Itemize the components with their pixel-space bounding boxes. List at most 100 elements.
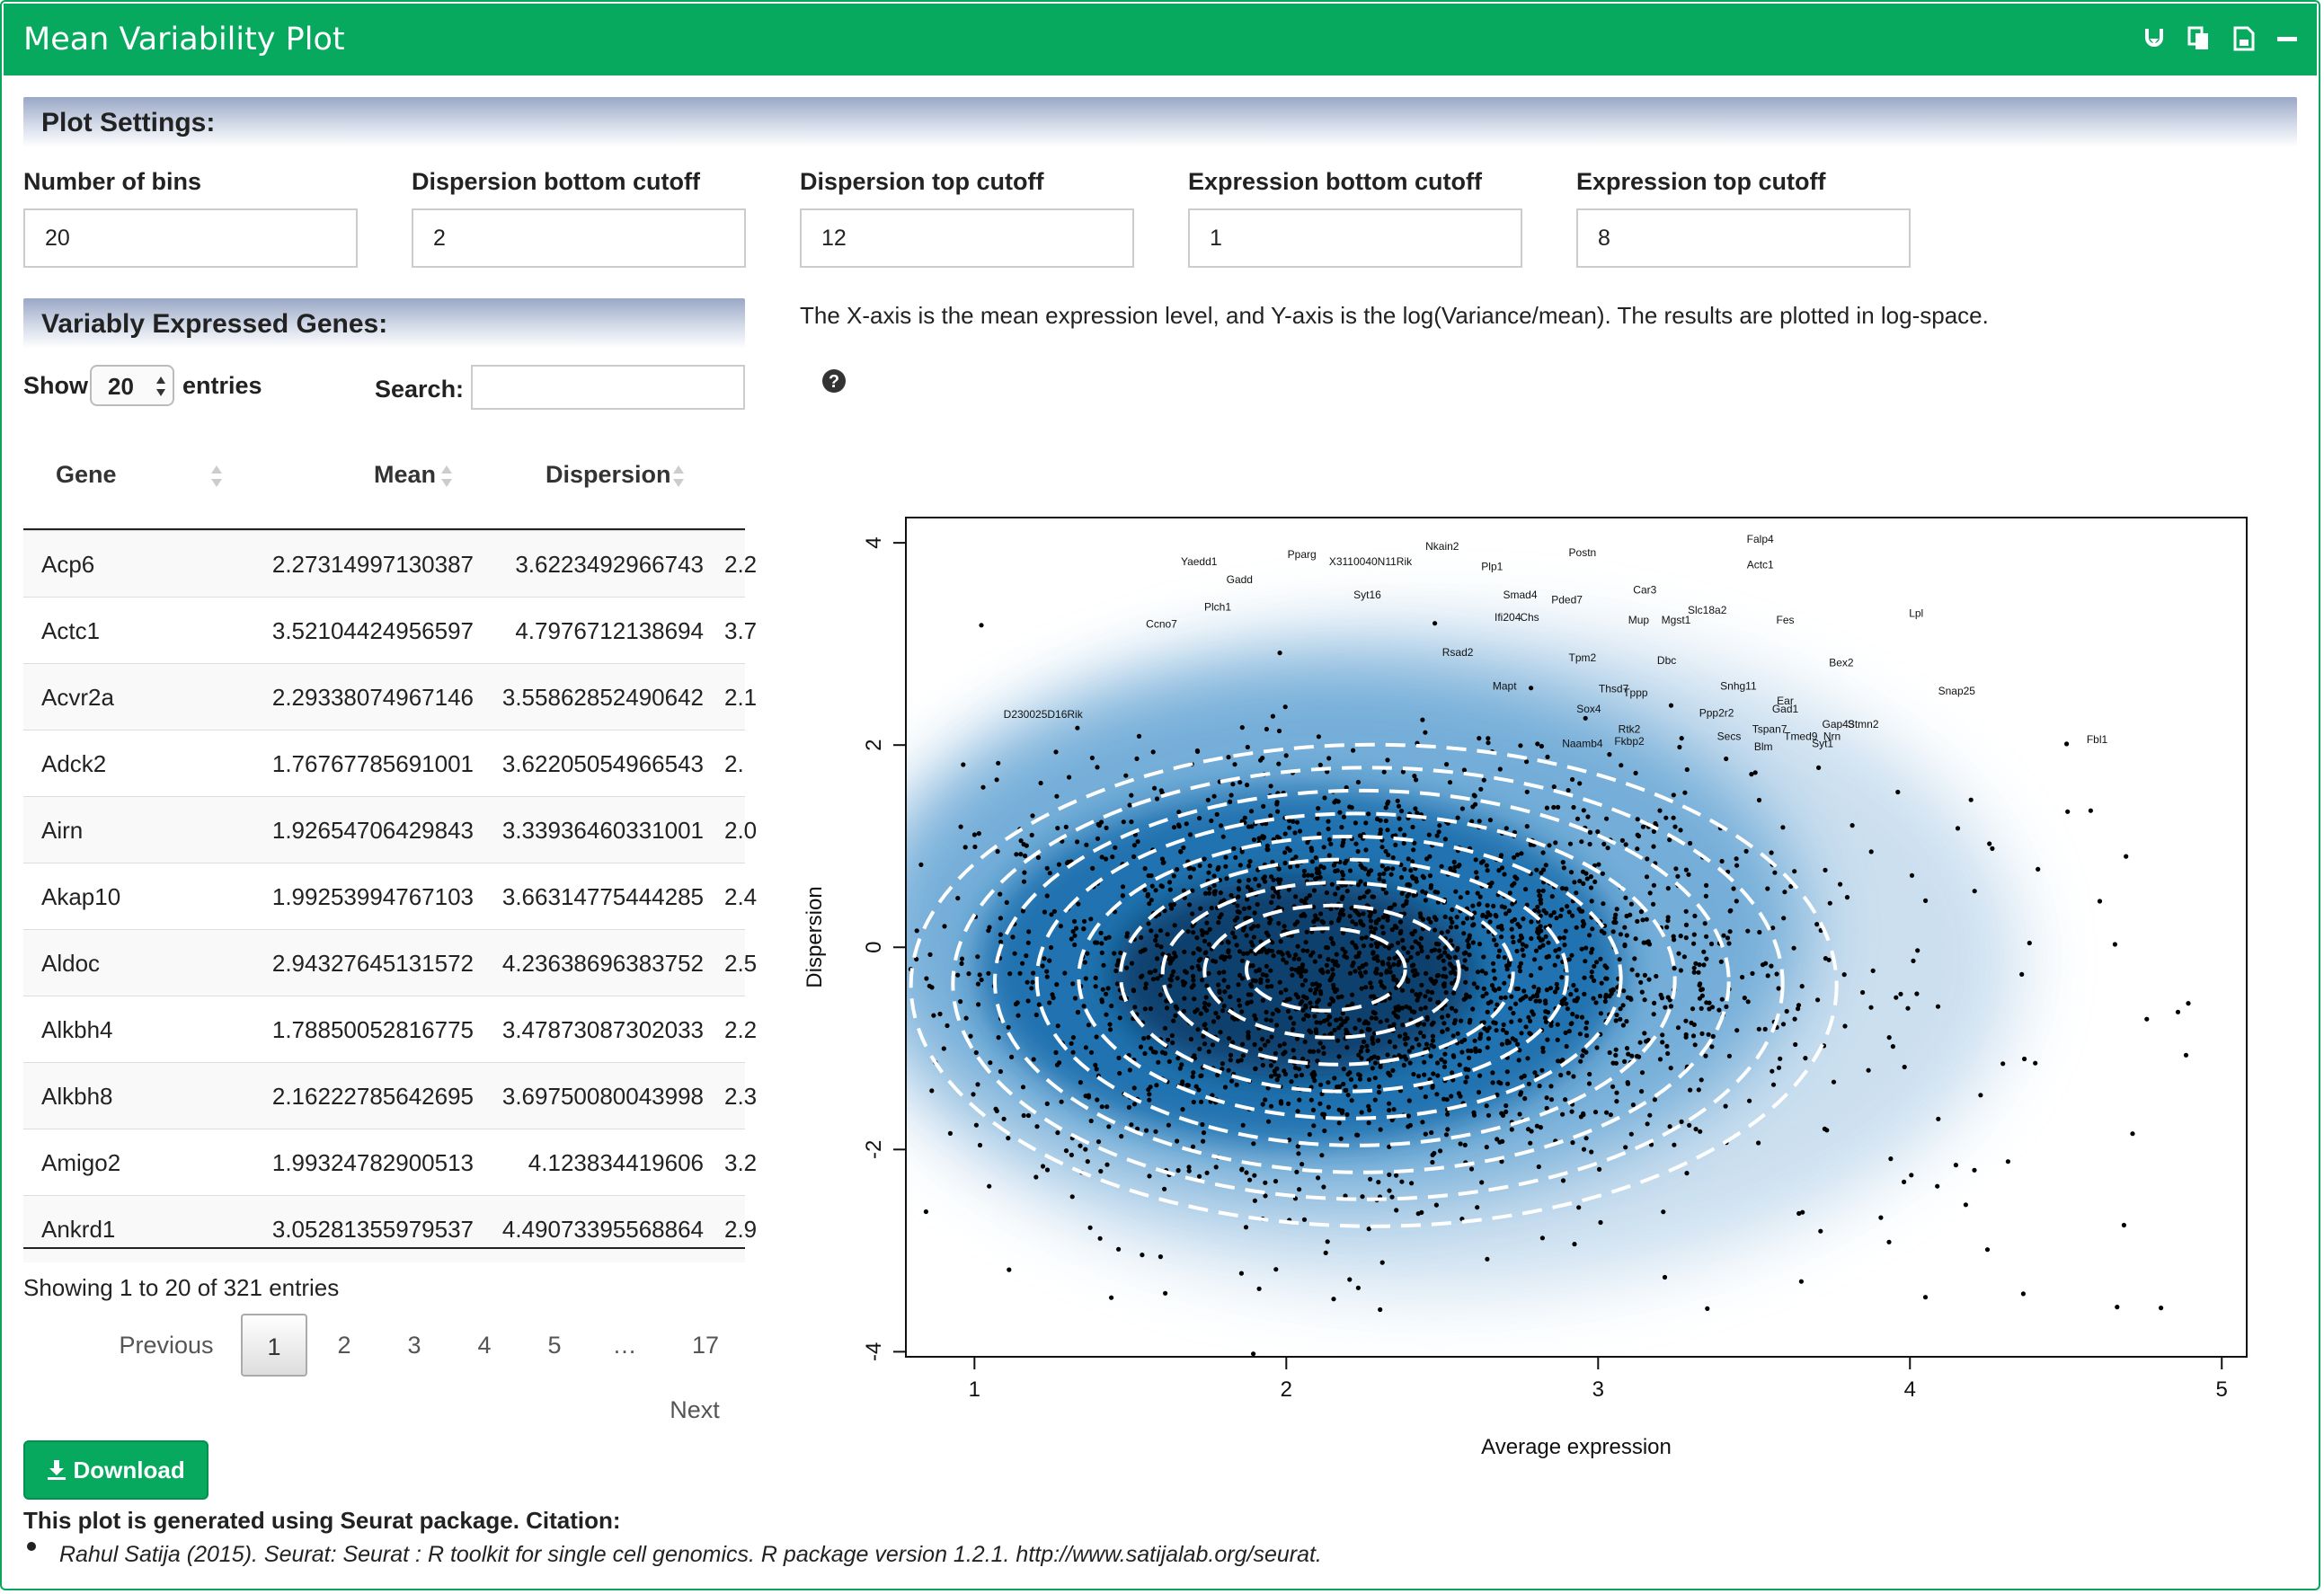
data-point <box>1295 863 1300 869</box>
data-point <box>1660 1032 1665 1038</box>
data-point <box>1450 980 1455 986</box>
page-button-5[interactable]: 5 <box>547 1332 562 1359</box>
column-header-gene[interactable]: Gene <box>56 461 117 488</box>
table-row[interactable]: Alkbh8 2.16222785642695 3.69750080043998 2.… <box>23 1062 757 1129</box>
page-button-2[interactable]: 2 <box>337 1332 351 1359</box>
data-point <box>1149 872 1154 879</box>
data-point <box>1171 825 1177 830</box>
data-point <box>1972 889 1977 894</box>
data-point <box>1571 804 1576 810</box>
panel-title: Mean Variability Plot <box>23 22 345 58</box>
page-button-4[interactable]: 4 <box>477 1332 492 1359</box>
data-point <box>1202 1022 1208 1027</box>
download-button[interactable]: Download <box>23 1440 208 1500</box>
data-point <box>1044 865 1050 871</box>
data-point <box>1412 968 1418 973</box>
table-row[interactable]: Ankrd1 3.05281355979537 4.49073395568864 2.… <box>23 1195 757 1262</box>
data-point <box>1486 740 1491 746</box>
expression-top-input[interactable]: 8 <box>1576 208 1911 268</box>
data-point <box>1185 1083 1191 1088</box>
sort-icon[interactable] <box>440 463 453 490</box>
download-icon[interactable] <box>2141 25 2168 52</box>
sort-icon[interactable] <box>672 463 685 490</box>
data-point <box>1394 1208 1399 1213</box>
data-point <box>1253 1016 1258 1022</box>
page-button-17[interactable]: 17 <box>691 1332 720 1359</box>
column-header-dispersion[interactable]: Dispersion <box>546 461 671 488</box>
data-point <box>996 760 1001 766</box>
data-point <box>1311 1123 1317 1129</box>
page-button-3[interactable]: 3 <box>407 1332 421 1359</box>
table-row[interactable]: Acvr2a 2.29338074967146 3.55862852490642 2.… <box>23 663 757 731</box>
data-point <box>1229 1078 1235 1084</box>
data-point <box>1465 890 1470 896</box>
data-point <box>1734 1028 1740 1033</box>
data-point <box>1704 882 1709 888</box>
data-point <box>1466 944 1471 950</box>
data-point <box>1409 944 1415 950</box>
data-point <box>2121 1222 2126 1228</box>
data-point <box>1031 970 1036 976</box>
dispersion-top-input[interactable]: 12 <box>800 208 1134 268</box>
data-point <box>1486 1112 1492 1118</box>
data-point <box>1317 874 1323 881</box>
column-header-mean[interactable]: Mean <box>374 461 437 488</box>
search-input[interactable] <box>471 365 745 410</box>
data-point <box>1381 879 1387 884</box>
data-point <box>1568 870 1574 875</box>
next-page-button[interactable]: Next <box>670 1396 720 1423</box>
data-point <box>1409 1181 1415 1186</box>
data-point <box>1260 972 1265 978</box>
dispersion-bottom-input[interactable]: 2 <box>412 208 746 268</box>
data-point <box>1325 1239 1330 1244</box>
expression-bottom-input[interactable]: 1 <box>1188 208 1522 268</box>
minimize-icon[interactable] <box>2274 25 2301 52</box>
citation-bullet <box>27 1542 36 1551</box>
data-point <box>1176 810 1182 815</box>
page-size-select[interactable]: 20 <box>90 365 174 406</box>
table-row[interactable]: Alkbh4 1.78850052816775 3.47873087302033 2.… <box>23 996 757 1063</box>
bins-input[interactable]: 20 <box>23 208 358 268</box>
save-icon[interactable] <box>2231 25 2257 52</box>
table-row[interactable]: Amigo2 1.99324782900513 4.123834419606 3.2 <box>23 1129 757 1196</box>
data-point <box>1363 934 1369 940</box>
data-point <box>1357 895 1362 900</box>
table-row[interactable]: Acp6 2.27314997130387 3.6223492966743 2.2 <box>23 530 757 598</box>
table-row[interactable]: Akap10 1.99253994767103 3.66314775444285 2.… <box>23 863 757 930</box>
data-point <box>1372 926 1378 932</box>
page-button-1[interactable]: 1 <box>241 1314 307 1377</box>
data-point <box>1703 1053 1708 1058</box>
table-row[interactable]: Adck2 1.76767785691001 3.62205054966543 2. <box>23 730 745 797</box>
copy-icon[interactable] <box>2186 25 2213 52</box>
data-point <box>1485 868 1490 873</box>
sort-icon[interactable] <box>210 463 223 490</box>
data-point <box>1222 1085 1229 1090</box>
data-point <box>1788 883 1794 890</box>
data-point <box>1124 931 1131 936</box>
previous-page-button[interactable]: Previous <box>119 1332 214 1359</box>
data-point <box>1483 970 1488 976</box>
data-point <box>1453 971 1459 977</box>
table-row[interactable]: Actc1 3.52104424956597 4.7976712138694 3.7 <box>23 597 757 664</box>
data-point <box>1557 946 1562 952</box>
data-point <box>1413 939 1418 944</box>
data-point <box>1336 1054 1342 1059</box>
data-point <box>1671 793 1676 798</box>
question-circle-icon[interactable]: ? <box>821 368 847 394</box>
data-point <box>1571 982 1576 988</box>
data-point <box>1293 1073 1299 1078</box>
data-point <box>2124 854 2129 859</box>
data-point <box>1072 933 1078 938</box>
data-point <box>1657 1057 1663 1062</box>
data-point <box>975 954 980 960</box>
data-point <box>918 862 924 867</box>
data-point <box>1474 870 1479 875</box>
data-point <box>1701 949 1707 954</box>
table-row[interactable]: Aldoc 2.94327645131572 4.23638696383752 2.5 <box>23 929 757 996</box>
data-point <box>1796 1006 1801 1012</box>
data-point <box>2020 1291 2026 1297</box>
gene-label: Pparg <box>1288 548 1317 561</box>
table-row[interactable]: Airn 1.92654706429843 3.33936460331001 2.0 <box>23 796 757 863</box>
data-point <box>1798 1279 1804 1284</box>
data-point <box>1229 793 1234 798</box>
